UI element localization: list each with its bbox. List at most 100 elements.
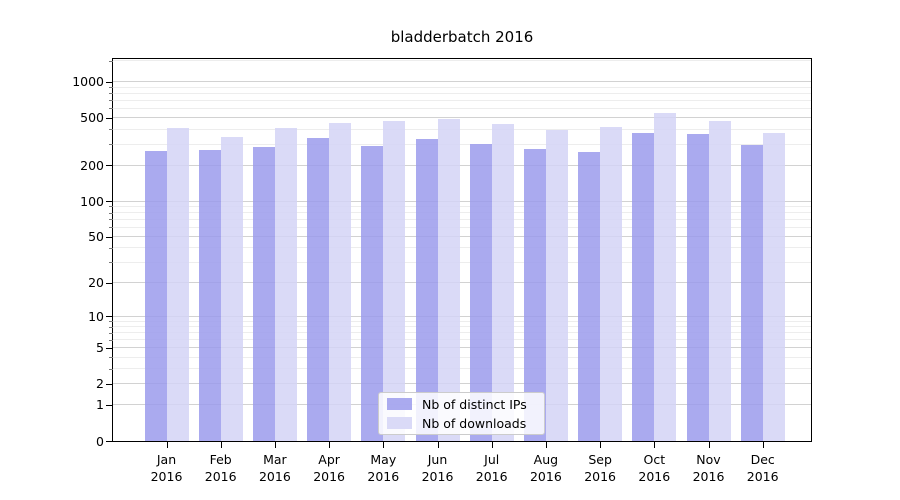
- x-tick-label-oct: Oct 2016: [638, 452, 671, 484]
- y-tick-mark-minor: [109, 144, 113, 146]
- bar-distinct-ips-jun: [415, 139, 438, 441]
- gridline-minor: [113, 226, 811, 228]
- y-tick-mark: [106, 165, 113, 167]
- x-tick-label-jan: Jan 2016: [150, 452, 183, 484]
- gridline-minor: [113, 143, 811, 145]
- y-tick-mark-minor: [109, 212, 113, 214]
- x-tick-label-feb: Feb 2016: [204, 452, 237, 484]
- x-tick-mark: [654, 442, 656, 448]
- x-tick-label-apr: Apr 2016: [313, 452, 345, 484]
- y-tick-mark: [106, 117, 113, 119]
- bar-downloads-sep: [600, 126, 623, 441]
- bar-distinct-ips-feb: [198, 149, 221, 441]
- y-tick-mark: [106, 441, 113, 442]
- y-tick-mark: [106, 81, 113, 83]
- gridline-major: [113, 315, 811, 317]
- y-tick-mark-minor: [109, 262, 113, 264]
- plot-area: Nb of distinct IPs Nb of downloads: [112, 58, 812, 442]
- x-tick-label-aug: Aug 2016: [529, 452, 562, 484]
- gridline-minor: [113, 339, 811, 341]
- y-tick-mark-minor: [109, 321, 113, 323]
- x-tick-mark: [762, 442, 764, 448]
- x-tick-label-dec: Dec 2016: [746, 452, 779, 484]
- y-tick-mark-minor: [109, 227, 113, 229]
- gridline-minor: [113, 92, 811, 94]
- x-tick-mark: [545, 442, 547, 448]
- bar-downloads-aug: [545, 130, 568, 441]
- y-tick-label: 50: [88, 229, 104, 245]
- bar-distinct-ips-jan: [144, 150, 167, 441]
- gridline-minor: [113, 368, 811, 370]
- x-tick-mark: [708, 442, 710, 448]
- bar-downloads-feb: [220, 137, 243, 441]
- y-tick-mark-minor: [109, 129, 113, 131]
- gridline-major: [113, 81, 811, 83]
- bar-downloads-jul: [491, 123, 514, 441]
- gridline-major: [113, 117, 811, 119]
- gridline-major: [113, 347, 811, 349]
- bar-distinct-ips-nov: [686, 134, 709, 441]
- bar-distinct-ips-dec: [740, 145, 763, 441]
- gridline-minor: [113, 218, 811, 220]
- gridline-minor: [113, 86, 811, 88]
- gridline-minor: [113, 107, 811, 109]
- gridline-minor: [113, 247, 811, 249]
- bar-downloads-mar: [274, 128, 297, 441]
- bar-distinct-ips-sep: [578, 152, 601, 441]
- legend-swatch-distinct-ips: [387, 398, 412, 410]
- gridline-minor: [113, 128, 811, 130]
- x-tick-mark: [600, 442, 602, 448]
- legend-swatch-downloads: [387, 417, 412, 429]
- y-tick-mark: [106, 404, 113, 406]
- x-tick-mark: [383, 442, 385, 448]
- gridline-major: [113, 236, 811, 238]
- bar-downloads-jan: [166, 128, 189, 441]
- bar-distinct-ips-jul: [469, 144, 492, 441]
- bar-downloads-jun: [437, 119, 460, 441]
- gridline-major: [113, 383, 811, 385]
- x-tick-mark: [437, 442, 439, 448]
- y-tick-mark: [106, 201, 113, 203]
- y-tick-label: 1000: [72, 74, 104, 90]
- y-tick-mark-minor: [109, 332, 113, 334]
- gridline-major: [113, 200, 811, 202]
- y-tick-mark: [106, 347, 113, 349]
- y-tick-mark: [106, 383, 113, 385]
- y-tick-label: 10: [88, 308, 104, 324]
- x-tick-mark: [166, 442, 168, 448]
- bar-distinct-ips-aug: [523, 149, 546, 441]
- legend-row-downloads: Nb of downloads: [387, 416, 544, 431]
- y-tick-label: 2: [96, 376, 104, 392]
- gridline-minor: [113, 356, 811, 358]
- y-tick-mark-minor: [109, 206, 113, 208]
- y-tick-label: 5: [96, 340, 104, 356]
- gridline-minor: [113, 332, 811, 334]
- legend-label-downloads: Nb of downloads: [422, 415, 527, 431]
- gridline-major: [113, 282, 811, 284]
- x-tick-mark: [329, 442, 331, 448]
- bar-downloads-dec: [762, 133, 785, 441]
- gridline-minor: [113, 212, 811, 214]
- bar-downloads-nov: [708, 120, 731, 441]
- x-tick-label-jun: Jun 2016: [421, 452, 454, 484]
- y-tick-mark: [106, 236, 113, 238]
- legend-label-distinct-ips: Nb of distinct IPs: [422, 396, 527, 412]
- legend-row-distinct-ips: Nb of distinct IPs: [387, 397, 544, 412]
- bar-downloads-may: [383, 121, 406, 441]
- x-tick-mark: [220, 442, 222, 448]
- y-tick-mark-minor: [109, 247, 113, 249]
- y-tick-mark-minor: [109, 326, 113, 328]
- x-tick-label-mar: Mar 2016: [258, 452, 291, 484]
- x-tick-label-nov: Nov 2016: [692, 452, 725, 484]
- y-tick-mark-minor: [109, 93, 113, 95]
- gridline-minor: [113, 326, 811, 328]
- y-tick-label: 20: [88, 275, 104, 291]
- gridline-minor: [113, 205, 811, 207]
- gridline-minor: [113, 261, 811, 263]
- x-tick-mark: [274, 442, 276, 448]
- gridline-major: [113, 164, 811, 166]
- bar-downloads-oct: [654, 113, 677, 441]
- chart-title: bladderbatch 2016: [390, 28, 534, 46]
- bar-distinct-ips-may: [361, 145, 384, 441]
